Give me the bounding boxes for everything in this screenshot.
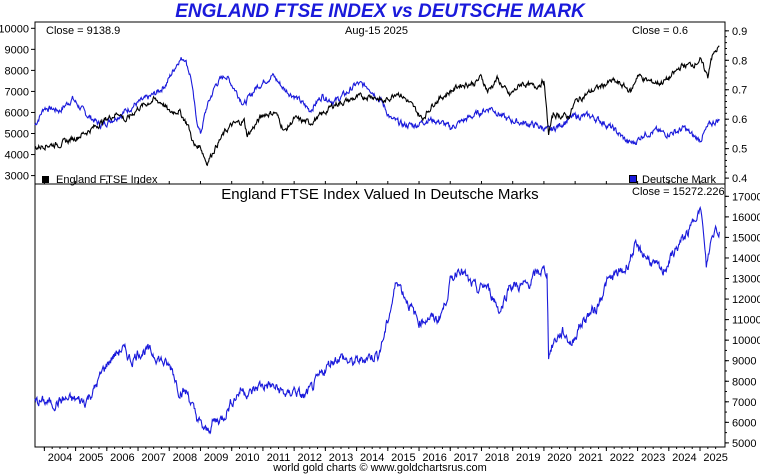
y-right-tick-label: 0.4 [732, 173, 747, 185]
x-tick-label: 2007 [141, 452, 165, 464]
close-ratio-label: Close = 15272.226 [632, 186, 725, 198]
legend-ftse-swatch [42, 176, 49, 183]
ftse-index-line [34, 45, 720, 167]
close-dm-label: Close = 0.6 [632, 25, 688, 37]
y-right-tick-label: 0.8 [732, 55, 747, 67]
x-tick-label: 2005 [79, 452, 103, 464]
x-tick-label: 2016 [422, 452, 446, 464]
close-ftse-label: Close = 9138.9 [46, 25, 121, 37]
y-bottom-tick-label: 12000 [732, 294, 760, 306]
chart-marks [34, 45, 720, 435]
x-tick-label: 2012 [298, 452, 322, 464]
x-tick-label: 2018 [485, 452, 509, 464]
y-bottom-tick-label: 17000 [732, 191, 760, 203]
date-label: Aug-15 2025 [345, 25, 408, 37]
y-left-tick-label: 4000 [5, 150, 29, 162]
y-bottom-tick-label: 8000 [732, 376, 756, 388]
x-tick-label: 2024 [672, 452, 696, 464]
x-tick-label: 2015 [391, 452, 415, 464]
y-left-tick-label: 10000 [0, 23, 29, 35]
x-tick-label: 2021 [579, 452, 603, 464]
bottom-plot-border [34, 183, 726, 448]
x-tick-label: 2009 [204, 452, 228, 464]
x-tick-label: 2008 [173, 452, 197, 464]
x-tick-label: 2025 [703, 452, 727, 464]
deutsche-mark-line [34, 57, 720, 146]
x-tick-label: 2014 [360, 452, 384, 464]
legend-ftse-label: England FTSE Index [56, 174, 158, 186]
x-tick-label: 2023 [641, 452, 665, 464]
y-bottom-tick-label: 5000 [732, 438, 756, 450]
x-tick-label: 2004 [48, 452, 72, 464]
x-tick-label: 2022 [610, 452, 634, 464]
x-tick-label: 2020 [547, 452, 571, 464]
y-right-tick-label: 0.6 [732, 114, 747, 126]
x-tick-label: 2006 [110, 452, 134, 464]
x-tick-label: 2010 [235, 452, 259, 464]
y-left-tick-label: 5000 [5, 129, 29, 141]
x-tick-label: 2011 [267, 452, 291, 464]
y-bottom-tick-label: 6000 [732, 417, 756, 429]
y-left-tick-label: 3000 [5, 171, 29, 183]
bottom-panel-frame: 17000 16000 15000 14000 13000 12000 11000 10000… [34, 183, 760, 464]
top-panel-frame: 10000 9000 8000 7000 6000 5000 4000 3000 0.9 0.8 0… [0, 21, 747, 185]
ftse-in-dm-line [34, 205, 720, 435]
y-left-tick-label: 6000 [5, 107, 29, 119]
y-bottom-tick-label: 7000 [732, 397, 756, 409]
y-bottom-tick-label: 14000 [732, 253, 760, 265]
y-bottom-tick-label: 13000 [732, 274, 760, 286]
legend-dm-swatch [629, 175, 637, 183]
y-right-tick-label: 0.5 [732, 144, 747, 156]
x-tick-label: 2017 [454, 452, 478, 464]
y-left-tick-label: 8000 [5, 65, 29, 77]
y-left-tick-label: 7000 [5, 86, 29, 98]
footer-credit: world gold charts © www.goldchartsrus.co… [273, 462, 487, 474]
y-right-tick-label: 0.7 [732, 85, 747, 97]
y-bottom-tick-label: 9000 [732, 356, 756, 368]
legend-dm-label: Deutsche Mark [642, 174, 716, 186]
y-left-tick-label: 9000 [5, 44, 29, 56]
y-bottom-tick-label: 15000 [732, 232, 760, 244]
chart-title: ENGLAND FTSE INDEX vs DEUTSCHE MARK [175, 1, 585, 22]
y-bottom-tick-label: 11000 [732, 315, 760, 327]
y-bottom-tick-label: 10000 [732, 335, 760, 347]
x-tick-label: 2019 [516, 452, 540, 464]
y-right-tick-label: 0.9 [732, 26, 747, 38]
y-bottom-tick-label: 16000 [732, 212, 760, 224]
bottom-chart-title: England FTSE Index Valued In Deutsche Ma… [221, 186, 539, 203]
x-tick-label: 2013 [329, 452, 353, 464]
top-plot-border [34, 21, 726, 185]
